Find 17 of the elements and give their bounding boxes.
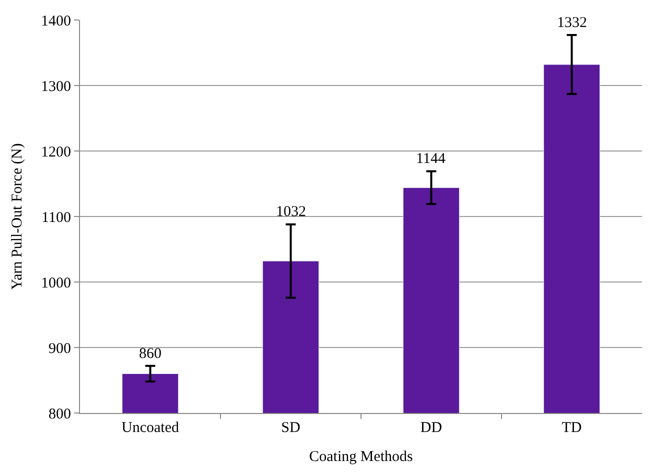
y-tick-label: 1000 — [41, 275, 71, 292]
y-tick-label: 1400 — [41, 13, 71, 30]
x-tick-label: Uncoated — [122, 420, 180, 436]
x-tick-label: DD — [420, 420, 442, 436]
y-tick-label: 1100 — [42, 210, 71, 226]
y-axis-title: Yarn Pull-Out Force (N) — [9, 143, 26, 290]
data-label: 1144 — [416, 151, 446, 167]
x-tick-label: TD — [562, 420, 582, 436]
data-label: 1032 — [276, 204, 306, 220]
y-tick-label: 800 — [48, 406, 71, 422]
y-tick-label: 1200 — [41, 144, 71, 160]
data-label: 860 — [139, 346, 162, 362]
data-label: 1332 — [557, 15, 587, 31]
x-axis-title: Coating Methods — [309, 449, 414, 465]
y-tick-label: 1300 — [41, 78, 71, 95]
y-tick-label: 900 — [48, 340, 71, 357]
x-tick-label: SD — [281, 420, 300, 436]
